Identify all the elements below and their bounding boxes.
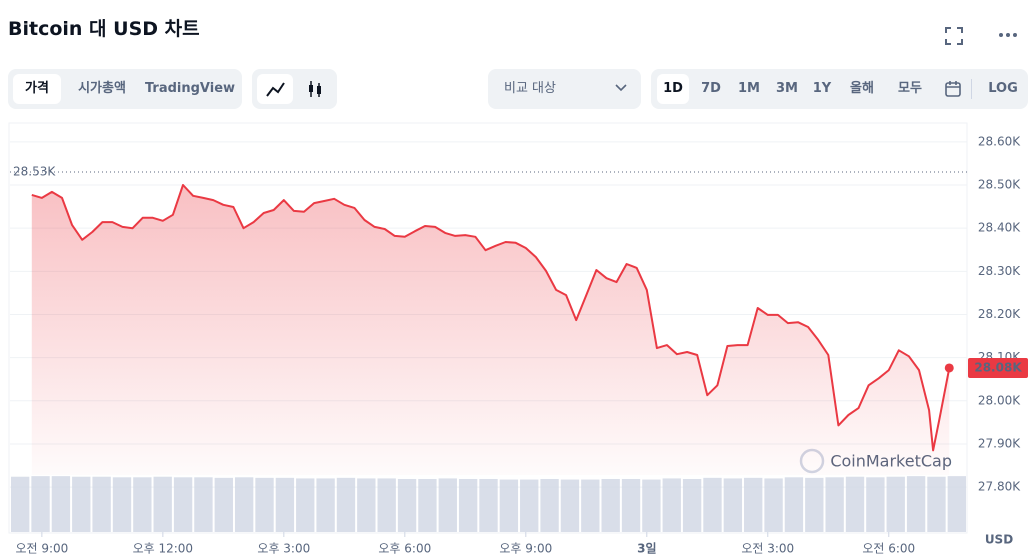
volume-bar [72,476,91,532]
volume-bar [214,477,233,532]
volume-bar [581,479,600,532]
volume-bar [234,477,254,532]
volume-bar [479,478,498,532]
volume-bar [621,478,641,532]
divider [971,79,972,99]
y-axis-unit: USD [985,533,1013,547]
plot-frame [8,122,968,534]
volume-bar [540,478,559,532]
volume-bar [11,476,30,532]
x-tick-label: 오후 6:00 [378,542,431,556]
y-tick-label: 28.00K [978,393,1021,407]
volume-bar [377,478,396,532]
range-button[interactable]: 1D [657,74,689,104]
volume-bar [520,479,539,532]
volume-bar [703,477,722,532]
y-tick-label: 27.90K [978,436,1021,450]
volume-bar [947,476,966,532]
range-group: LOG 1D 7D 1M 3M 1Y 올해 모두 [651,69,1028,109]
volume-bar [458,478,478,532]
chevron-icon [615,84,627,92]
title: Bitcoin 대 USD 차트 [8,18,200,40]
volume-bar [438,478,457,532]
volume-bar [173,477,193,532]
y-tick-label: 28.60K [978,134,1021,148]
price-line [31,184,951,452]
volume-bar [906,476,926,532]
fullscreen-icon[interactable] [944,26,964,46]
tab[interactable]: TradingView [144,81,236,96]
chart-type-group [252,69,337,109]
y-tick-label: 28.30K [978,264,1021,278]
range-button[interactable]: 모두 [898,81,922,96]
volume-bar [784,477,804,532]
range-button[interactable]: 1M [738,81,760,96]
range-button[interactable]: 1Y [812,81,832,96]
volume-bar [112,477,132,532]
compare-label: 비교 대상 [504,81,556,96]
volume-bar [825,477,844,532]
volume-bar [845,476,865,532]
volume-bar [133,477,152,532]
volume-bar [927,476,946,532]
line-icon[interactable] [257,74,293,104]
volume-bar [397,478,417,532]
tab[interactable]: 가격 [13,74,61,104]
volume-bar [886,476,905,532]
volume-bar [560,479,580,532]
volume-bar [336,477,356,532]
x-tick-label: 오전 9:00 [15,542,68,556]
compare-dropdown[interactable]: 비교 대상 [488,69,641,109]
current-label: 28.08K [974,360,1022,374]
y-tick-label: 28.40K [978,221,1021,235]
max-label: 28.53K [13,165,56,179]
x-tick-label: 오전 3:00 [741,542,794,556]
more-icon[interactable] [998,28,1018,42]
range-button[interactable]: 7D [701,81,721,96]
volume-bar [296,478,315,532]
volume-bar [601,478,620,532]
candle-icon[interactable] [298,74,332,104]
volume-bar [51,476,71,532]
current-badge [968,357,1028,378]
volume-bar [805,477,824,532]
volume-bar [744,477,763,532]
x-tick-label: 3일 [637,542,656,556]
tab-group: 가격 시가총액 TradingView [8,69,242,109]
volume-bar [316,478,335,532]
volume-bar [723,478,743,532]
volume-bar [642,479,661,532]
price-area [31,185,950,475]
volume-bar [499,479,519,532]
volume-bar [866,477,885,532]
volume-bar [153,476,172,532]
volume-bar [357,478,376,532]
y-tick-label: 28.50K [978,177,1021,191]
y-tick-label: 27.80K [978,480,1021,494]
calendar-icon[interactable] [944,80,962,98]
x-tick-label: 오후 3:00 [257,542,310,556]
volume-bar [255,477,274,532]
x-tick-label: 오후 9:00 [499,542,552,556]
y-tick-label: 28.20K [978,307,1021,321]
tab[interactable]: 시가총액 [78,81,126,96]
volume-bar [764,478,783,532]
current-dot [944,363,954,373]
range-button[interactable]: 올해 [850,81,874,96]
volume-bar [662,478,681,532]
log-toggle[interactable]: LOG [988,81,1018,96]
x-tick-label: 오후 12:00 [133,542,193,556]
x-tick-label: 오전 6:00 [862,542,915,556]
range-button[interactable]: 3M [776,81,798,96]
volume-bar [418,478,437,532]
volume-bar [194,477,213,532]
volume-bar [92,476,111,532]
volume-bar [682,478,702,532]
volume-bar [275,477,295,532]
volume-bar [31,476,50,532]
